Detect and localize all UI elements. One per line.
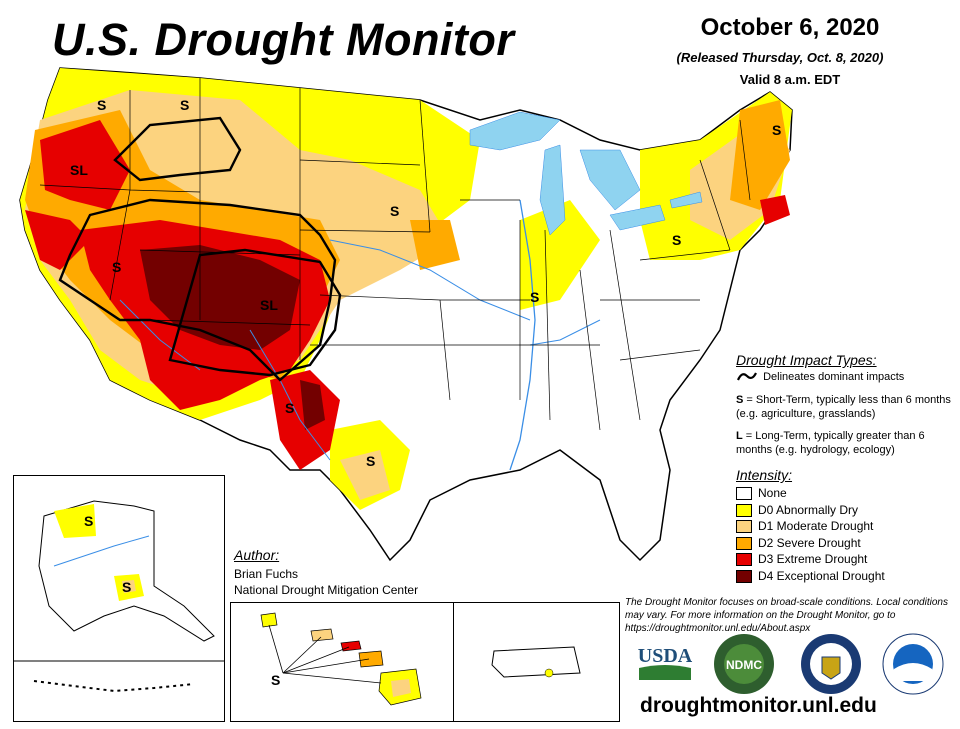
author-title: Author: (234, 547, 280, 563)
map-label-s-ak-south: S (122, 579, 131, 595)
alaska-inset: S S (13, 475, 225, 722)
legend-label: D4 Exceptional Drought (758, 568, 885, 583)
ndmc-logo-text: NDMC (726, 658, 762, 672)
impact-l-desc: = Long-Term, typically greater than 6 mo… (736, 430, 925, 456)
noaa-logo (882, 633, 944, 695)
map-label-s-nm: S (285, 400, 294, 416)
legend-label: D0 Abnormally Dry (758, 502, 859, 517)
map-label-s-mt: S (180, 97, 189, 113)
impact-l-letter: L (736, 430, 743, 442)
impact-short-term: S = Short-Term, typically less than 6 mo… (736, 393, 956, 421)
legend-label: None (758, 486, 787, 500)
map-label-sl-colorado: SL (260, 297, 278, 313)
legend-swatch (736, 569, 752, 583)
release-date: (Released Thursday, Oct. 8, 2020) (676, 50, 884, 65)
usda-logo: USDA (635, 640, 695, 684)
author-org: National Drought Mitigation Center (234, 583, 419, 597)
legend-label: D3 Extreme Drought (758, 552, 868, 566)
legend-swatch (736, 536, 752, 550)
impact-s-letter: S (736, 394, 744, 406)
legend-label: D2 Severe Drought (758, 535, 861, 550)
impact-types-title: Drought Impact Types: (736, 352, 877, 368)
commerce-seal-logo (800, 633, 862, 695)
legend-swatch (736, 553, 752, 566)
intensity-title: Intensity: (736, 467, 793, 483)
page-title: U.S. Drought Monitor (52, 14, 515, 65)
legend-label: D1 Moderate Drought (758, 519, 874, 533)
puerto-rico-inset (453, 602, 620, 722)
info-note: The Drought Monitor focuses on broad-sca… (625, 597, 948, 634)
impact-long-term: L = Long-Term, typically greater than 6 … (736, 429, 956, 457)
impact-s-desc: = Short-Term, typically less than 6 mont… (736, 394, 951, 420)
map-date: October 6, 2020 (700, 14, 880, 41)
puerto-rico-map (491, 646, 581, 678)
map-label-s-ak-north: S (84, 513, 93, 529)
impact-line-desc: Delineates dominant impacts (763, 371, 905, 383)
delineation-line-icon (736, 372, 757, 381)
map-label-s-pa: S (672, 232, 681, 248)
map-label-s-il: S (530, 289, 539, 305)
legend-swatch (736, 520, 752, 533)
legend-swatch (736, 487, 752, 500)
map-label-sl-northwest: SL (70, 162, 88, 178)
map-label-s-wa: S (97, 97, 106, 113)
hawaii-inset: S (230, 602, 454, 722)
impact-line-legend: Delineates dominant impacts (736, 371, 956, 383)
usda-logo-text: USDA (638, 645, 693, 667)
legend-swatch (736, 503, 752, 517)
author-name: Brian Fuchs (234, 567, 299, 581)
valid-time: Valid 8 a.m. EDT (739, 72, 841, 87)
map-label-s-sd: S (390, 203, 399, 219)
map-label-s-tx: S (366, 453, 375, 469)
map-label-s-nv: S (112, 259, 121, 275)
map-label-s-hi: S (271, 672, 280, 688)
alaska-map: S S (14, 500, 224, 693)
map-label-s-me: S (772, 122, 781, 138)
site-url[interactable]: droughtmonitor.unl.edu (640, 694, 877, 717)
hawaii-map: S (260, 612, 422, 706)
ndmc-logo: NDMC (713, 633, 775, 695)
